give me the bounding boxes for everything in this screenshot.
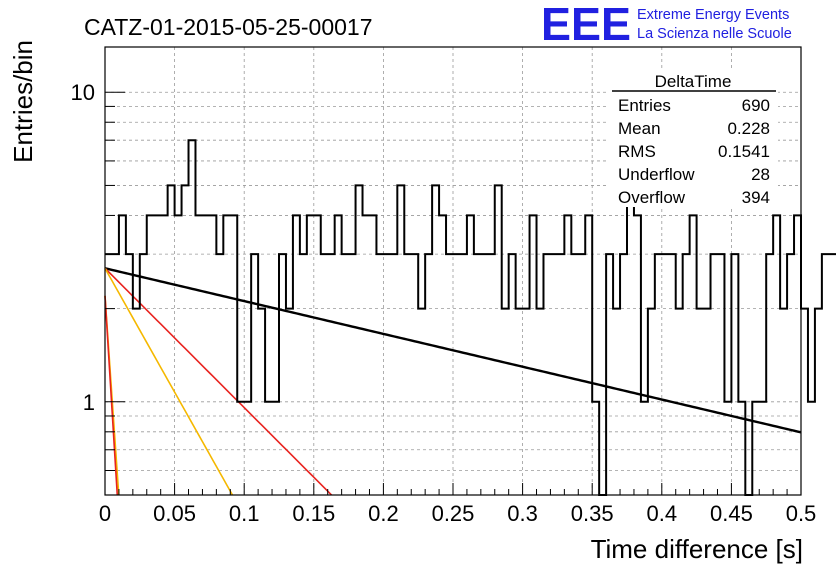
stats-row-label: Overflow — [618, 188, 686, 207]
y-axis-ticks: 1 10 — [71, 80, 125, 471]
x-tick-label: 0 — [99, 501, 111, 526]
stats-row-value: 394 — [742, 188, 770, 207]
fit-line — [104, 267, 333, 496]
stats-row-label: Underflow — [618, 165, 695, 184]
x-tick-label: 0.3 — [507, 501, 538, 526]
stats-row-value: 690 — [742, 96, 770, 115]
stats-box-background — [608, 70, 778, 207]
x-tick-label: 0.25 — [432, 501, 475, 526]
stats-row-label: RMS — [618, 142, 656, 161]
stats-title: DeltaTime — [655, 72, 732, 91]
y-tick-label: 1 — [83, 390, 95, 415]
x-tick-label: 0.45 — [710, 501, 753, 526]
y-tick-label: 10 — [71, 80, 95, 105]
fit-line — [104, 267, 802, 434]
logo-line-1: Extreme Energy Events — [637, 7, 789, 23]
logo-line-2: La Scienza nelle Scuole — [637, 26, 792, 42]
stats-row-value: 0.1541 — [718, 142, 770, 161]
x-axis-ticks: 0 0.05 0.1 0.15 0.2 0.25 0.3 0.35 0.4 0.45 0.5 — [99, 483, 816, 526]
x-tick-label: 0.5 — [786, 501, 817, 526]
stats-box: DeltaTime Entries 690 Mean 0.228 RMS 0.1541 Un… — [608, 70, 778, 207]
chart-title: CATZ-01-2015-05-25-00017 — [84, 14, 373, 40]
fit-line — [104, 295, 119, 496]
stats-rows: Entries 690 Mean 0.228 RMS 0.1541 Underflow 28 O… — [618, 96, 770, 207]
stats-row-value: 0.228 — [727, 119, 770, 138]
stats-row-label: Mean — [618, 119, 661, 138]
stats-row-label: Entries — [618, 96, 671, 115]
fit-line — [104, 267, 234, 496]
x-tick-label: 0.05 — [153, 501, 196, 526]
x-axis-label: Time difference [s] — [591, 534, 803, 564]
x-tick-label: 0.1 — [229, 501, 260, 526]
fit-curves — [104, 267, 802, 496]
logo-mark: EEE — [541, 0, 631, 50]
experiment-logo: EEE Extreme Energy Events La Scienza nel… — [541, 0, 792, 50]
histogram-line — [105, 139, 836, 496]
x-tick-label: 0.4 — [647, 501, 678, 526]
x-tick-label: 0.15 — [292, 501, 335, 526]
stats-row-value: 28 — [751, 165, 770, 184]
x-tick-label: 0.2 — [368, 501, 399, 526]
histogram-series — [105, 139, 836, 496]
x-tick-label: 0.35 — [571, 501, 614, 526]
y-axis-label: Entries/bin — [8, 40, 38, 163]
